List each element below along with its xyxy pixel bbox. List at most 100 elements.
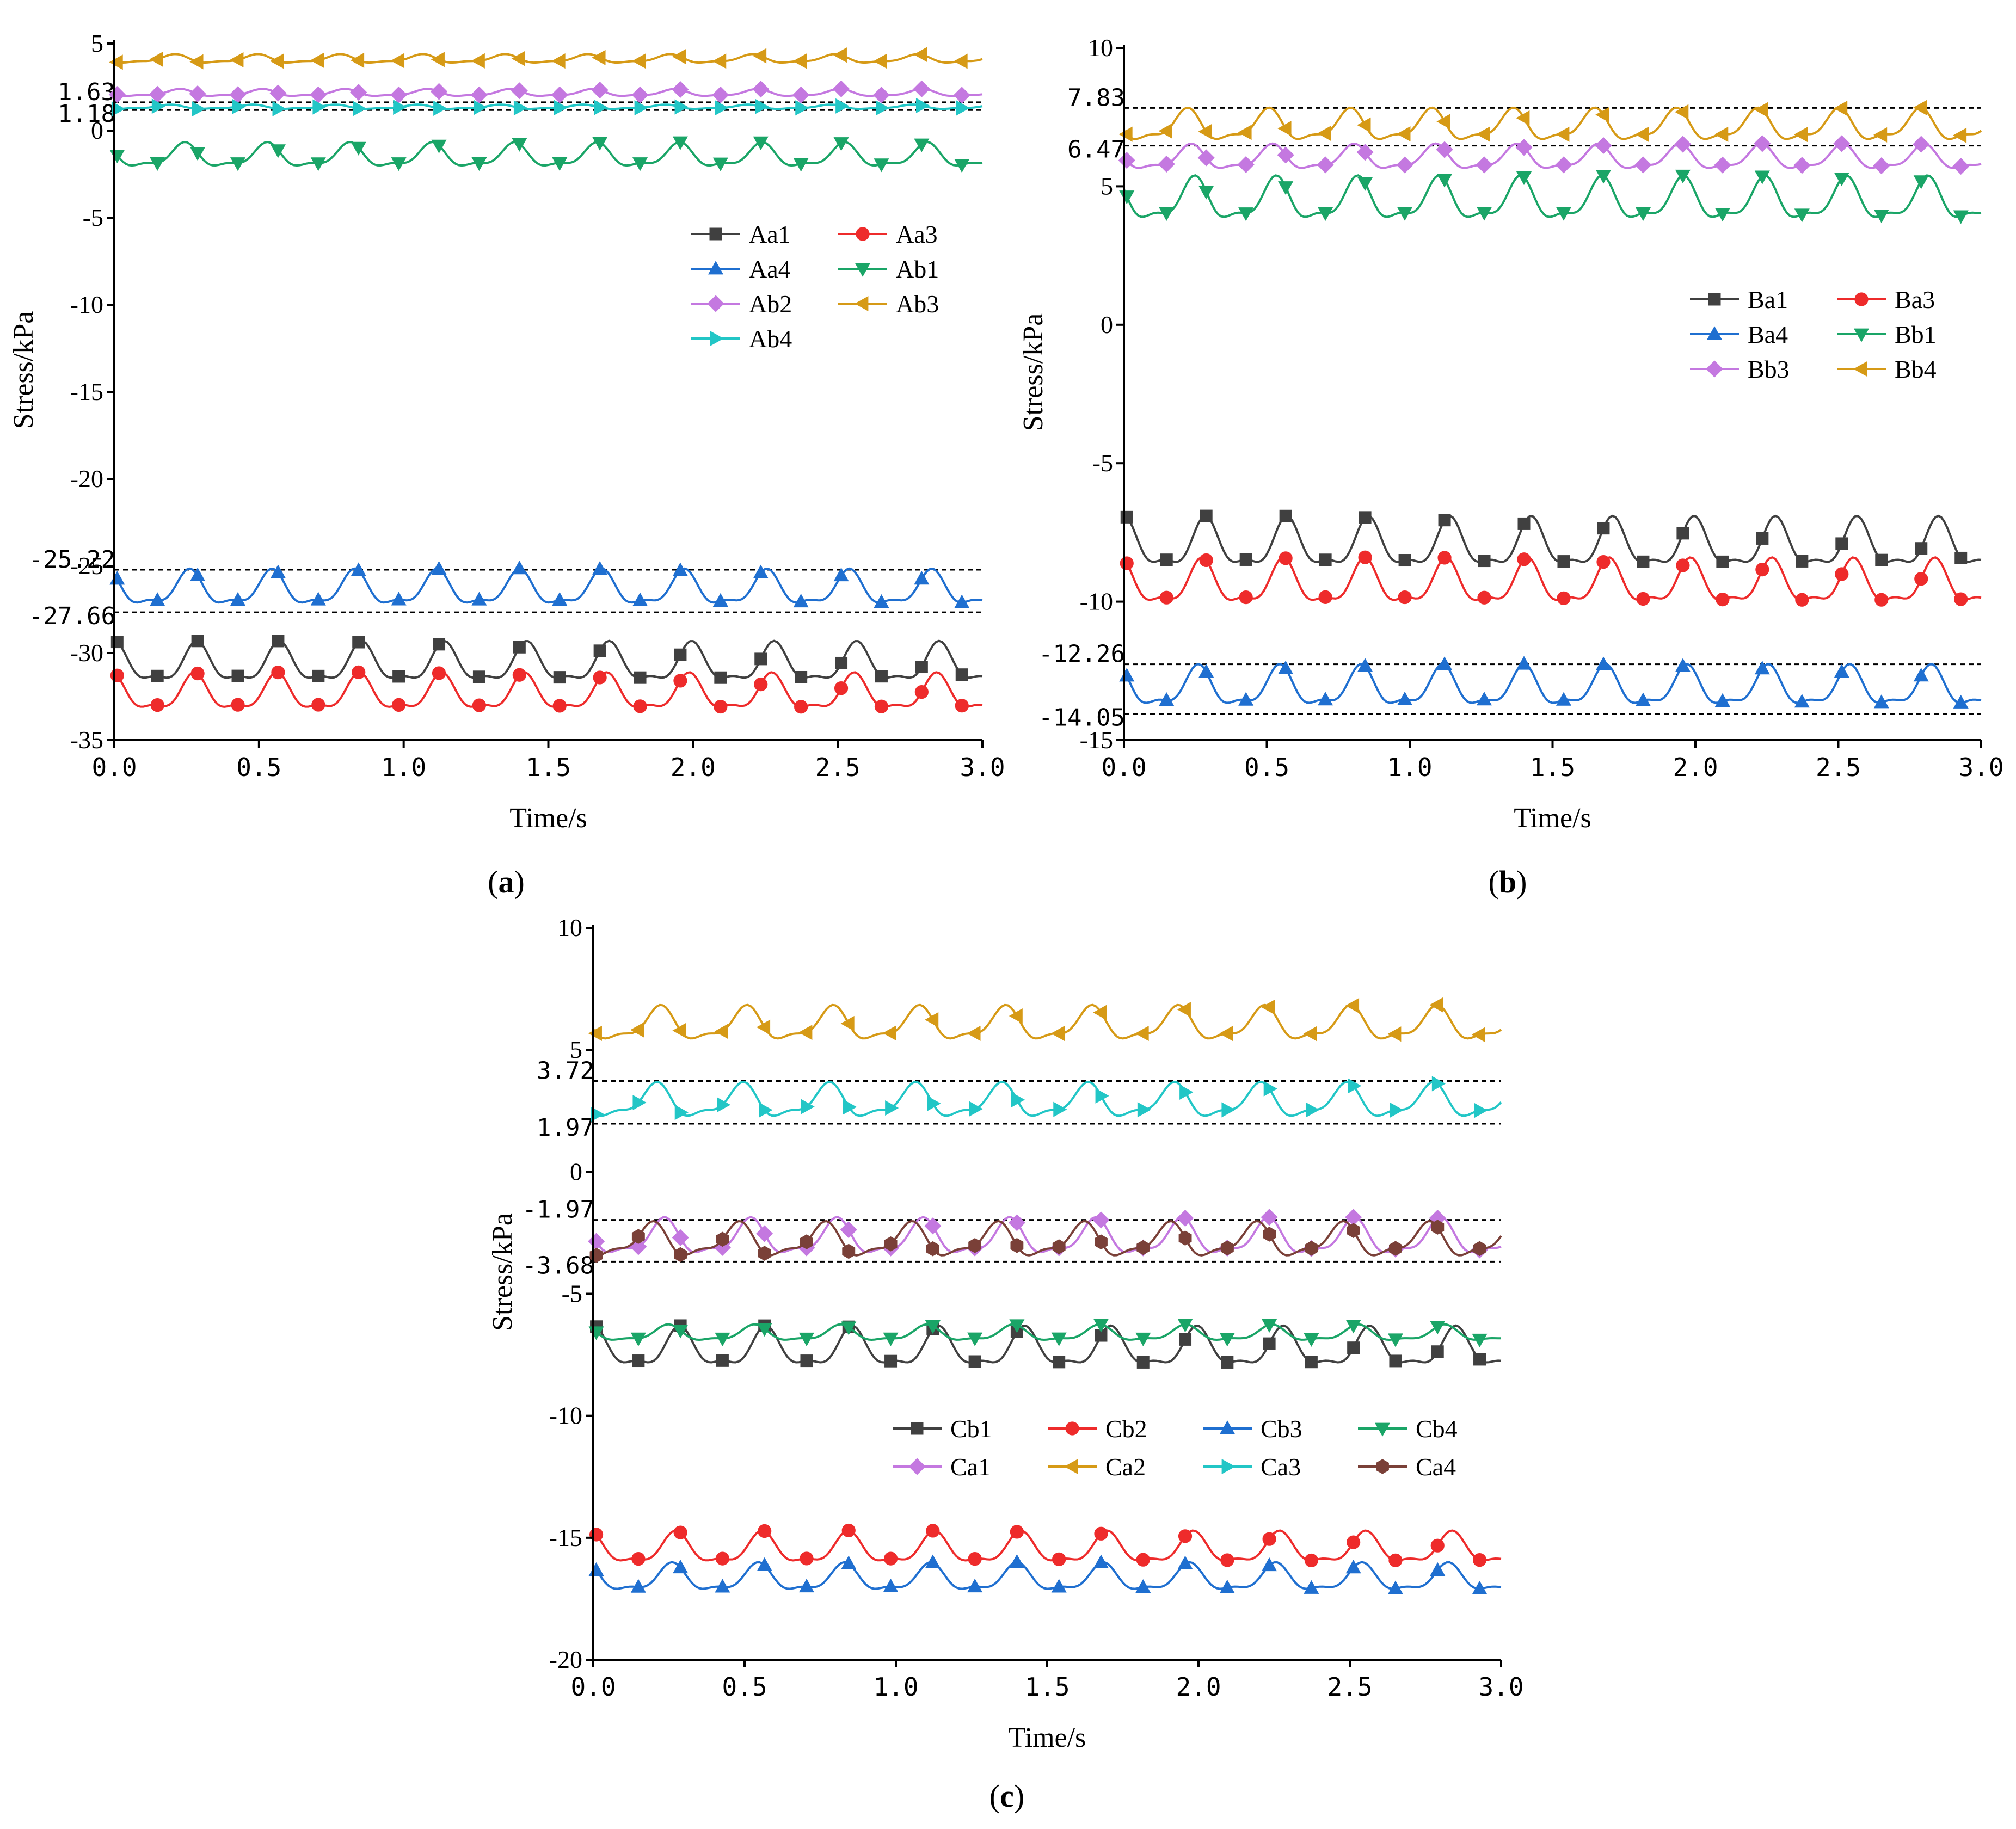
marker-Ab3-11 [551, 53, 566, 69]
marker-Bb4-10 [1516, 110, 1530, 126]
marker-Cb4-10 [1009, 1319, 1025, 1333]
ref-label-0: 1.63 [58, 78, 115, 106]
marker-Bb3-3 [1237, 156, 1255, 173]
marker-Aa4-21 [954, 594, 970, 608]
marker-Bb3-20 [1913, 136, 1930, 153]
marker-Cb2-21 [1472, 1553, 1487, 1567]
marker-Ba3-18 [1835, 567, 1849, 581]
marker-Bb4-4 [1277, 121, 1292, 137]
marker-Ba3-10 [1517, 552, 1531, 566]
marker-Ca2-14 [1177, 1002, 1191, 1018]
legend-marker-Cb3 [1219, 1420, 1236, 1434]
series-line-Ab1 [113, 140, 983, 167]
marker-Bb4-3 [1238, 125, 1252, 140]
marker-Aa3-12 [593, 670, 607, 685]
marker-Ba4-14 [1675, 658, 1691, 672]
panel-label: (b) [1489, 864, 1527, 900]
marker-Ca3-12 [1095, 1088, 1109, 1104]
legend-label-Cb3: Cb3 [1261, 1415, 1302, 1443]
legend-label-Ca1: Ca1 [950, 1453, 991, 1481]
marker-Ca4-10 [1010, 1238, 1024, 1253]
legend-marker-Bb4 [1853, 361, 1867, 377]
x-axis-title: Time/s [1009, 1722, 1086, 1753]
y-tick-label-3: -5 [562, 1280, 582, 1308]
legend-label-Ca2: Ca2 [1105, 1453, 1146, 1481]
marker-Ca4-8 [926, 1241, 939, 1257]
marker-Ca4-9 [968, 1238, 981, 1253]
marker-Ba4-6 [1357, 658, 1373, 672]
marker-Ca3-11 [1053, 1101, 1067, 1117]
marker-Aa4-15 [712, 593, 728, 607]
marker-Ca3-6 [843, 1099, 857, 1115]
marker-Aa4-12 [592, 561, 608, 575]
marker-Ba3-19 [1874, 593, 1889, 607]
marker-Ba3-3 [1239, 590, 1253, 605]
marker-Ba3-2 [1199, 553, 1213, 568]
marker-Ca2-3 [714, 1024, 728, 1039]
marker-Bb1-16 [1754, 170, 1770, 184]
legend-label-Bb1: Bb1 [1895, 321, 1937, 348]
marker-Aa4-14 [672, 562, 688, 576]
marker-Ba4-7 [1397, 691, 1413, 706]
marker-Bb4-18 [1834, 100, 1848, 116]
y-tick-label-5: -15 [549, 1524, 582, 1551]
marker-Ba4-16 [1754, 661, 1770, 675]
marker-Aa4-4 [270, 564, 286, 578]
marker-Ab4-7 [393, 100, 407, 115]
marker-Aa1-12 [593, 644, 606, 657]
marker-Ba4-13 [1635, 692, 1651, 706]
marker-Bb3-11 [1555, 156, 1572, 174]
marker-Bb4-0 [1118, 126, 1133, 142]
marker-Bb4-2 [1198, 124, 1212, 139]
marker-Cb2-14 [1178, 1529, 1193, 1543]
marker-Ca1-6 [840, 1221, 857, 1239]
marker-Ca3-5 [801, 1099, 815, 1114]
marker-Ab4-14 [674, 99, 689, 115]
y-tick-label-0: 10 [557, 914, 582, 941]
marker-Ba1-19 [1875, 553, 1888, 566]
y-tick-label-4: -10 [1080, 588, 1113, 615]
marker-Ab3-2 [189, 54, 204, 70]
marker-Ca3-14 [1179, 1084, 1194, 1100]
marker-Bb3-13 [1634, 156, 1652, 174]
marker-Ab4-19 [876, 100, 890, 116]
marker-Aa1-20 [915, 661, 928, 674]
marker-Ab2-2 [189, 85, 206, 102]
marker-Ca1-12 [1092, 1211, 1110, 1229]
marker-Ba4-17 [1794, 694, 1810, 708]
marker-Ab1-13 [632, 157, 648, 171]
marker-Ca3-2 [674, 1105, 689, 1120]
marker-Cb1-17 [1305, 1356, 1318, 1369]
marker-Cb4-21 [1472, 1333, 1488, 1348]
y-tick-label-3: -10 [70, 291, 103, 318]
legend-marker-Ba3 [1854, 292, 1869, 306]
marker-Cb3-8 [925, 1554, 941, 1568]
marker-Ab1-12 [592, 137, 608, 151]
x-tick-label-6: 3.0 [960, 753, 1005, 782]
y-tick-label-0: 5 [91, 29, 103, 57]
marker-Cb1-5 [800, 1354, 813, 1368]
marker-Ab4-3 [232, 98, 246, 114]
x-axis-title: Time/s [1514, 803, 1591, 834]
marker-Ca4-15 [1220, 1240, 1234, 1256]
marker-Ba1-21 [1954, 551, 1968, 564]
x-tick-label-3: 1.5 [1530, 753, 1575, 782]
marker-Ca4-17 [1305, 1241, 1318, 1256]
marker-Ba3-7 [1398, 590, 1412, 605]
marker-Ca3-17 [1305, 1102, 1320, 1118]
marker-Bb3-15 [1714, 156, 1731, 174]
marker-Ca2-6 [840, 1015, 855, 1031]
x-tick-label-1: 0.5 [236, 753, 281, 782]
marker-Ba1-3 [1239, 553, 1252, 566]
marker-Cb4-12 [1093, 1319, 1109, 1333]
marker-Aa1-19 [875, 670, 888, 683]
marker-Ab3-12 [592, 50, 606, 65]
marker-Ca2-10 [1009, 1008, 1023, 1024]
marker-Ba1-0 [1120, 510, 1133, 524]
legend-label-Aa1: Aa1 [749, 220, 791, 248]
marker-Ca4-21 [1473, 1241, 1486, 1257]
marker-Ba4-8 [1436, 656, 1453, 670]
marker-Cb3-14 [1177, 1555, 1193, 1569]
marker-Aa3-1 [150, 698, 164, 712]
ref-label-1: 1.18 [58, 100, 115, 128]
